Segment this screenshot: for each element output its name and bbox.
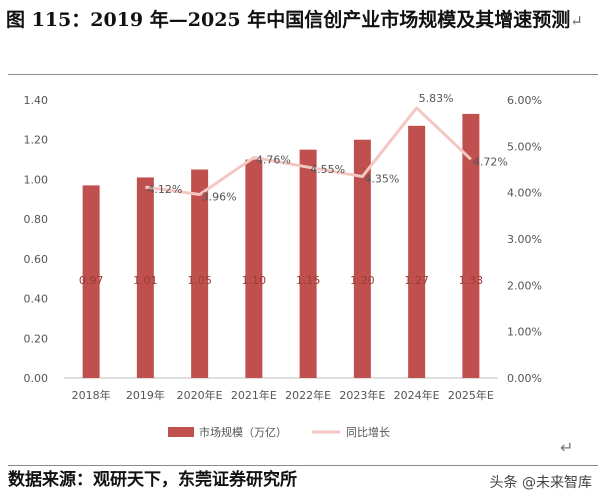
bar-value-label: 1.20: [350, 274, 375, 287]
x-tick-label: 2018年: [72, 388, 111, 402]
y-right-tick-label: 6.00%: [507, 94, 542, 107]
bar: [462, 113, 480, 379]
paragraph-mark-icon: ↵: [560, 438, 574, 457]
y-left-tick-label: 1.00: [24, 173, 49, 186]
data-source: 数据来源：观研天下，东莞证券研究所: [8, 470, 297, 490]
y-right-tick-label: 0.00%: [507, 372, 542, 385]
growth-value-label: 4.12%: [147, 183, 182, 196]
y-right-tick-label: 4.00%: [507, 187, 542, 200]
chart-title: 图 115：2019 年—2025 年中国信创产业市场规模及其增速预测↵: [6, 4, 598, 37]
legend-bar-swatch: [168, 427, 194, 437]
bar: [299, 149, 317, 378]
bar-value-label: 1.05: [187, 274, 212, 287]
bar-value-label: 1.27: [404, 274, 429, 287]
x-tick-label: 2022年E: [285, 388, 331, 402]
x-tick-label: 2025年E: [448, 388, 494, 402]
x-tick-label: 2019年: [126, 388, 165, 402]
growth-line: [145, 106, 472, 196]
y-left-tick-label: 0.80: [24, 213, 49, 226]
bar: [82, 185, 100, 378]
y-left-tick-label: 1.40: [24, 94, 49, 107]
y-right-tick-label: 5.00%: [507, 140, 542, 153]
y-right-tick-label: 2.00%: [507, 279, 542, 292]
bar-value-label: 1.15: [296, 274, 321, 287]
bar: [191, 169, 209, 378]
bar-value-label: 1.01: [133, 274, 158, 287]
y-left-tick-label: 0.40: [24, 293, 49, 306]
growth-value-label: 5.83%: [419, 92, 454, 105]
legend-bar-label: 市场规模（万亿）: [199, 425, 287, 439]
bar-value-label: 1.33: [459, 274, 484, 287]
growth-value-label: 4.76%: [256, 153, 291, 166]
y-left-tick-label: 0.60: [24, 253, 49, 266]
market-size-chart: 0.00 0.20 0.40 0.60 0.80 1.00 1.20 1.40 0.00% 1.0…: [24, 92, 542, 439]
y-right-tick-label: 1.00%: [507, 326, 542, 339]
x-tick-label: 2024年E: [394, 388, 440, 402]
bar: [136, 177, 154, 378]
legend-line-label: 同比增长: [346, 425, 390, 439]
bar: [245, 159, 263, 378]
x-tick-label: 2020年E: [177, 388, 223, 402]
growth-value-label: 4.35%: [364, 172, 399, 185]
growth-value-label: 3.96%: [202, 191, 237, 204]
bar-value-label: 0.97: [79, 274, 104, 287]
y-left-tick-label: 0.00: [24, 372, 49, 385]
bar: [353, 139, 371, 378]
top-rule: [8, 74, 598, 75]
x-tick-label: 2023年E: [339, 388, 385, 402]
y-right-tick-label: 3.00%: [507, 233, 542, 246]
paragraph-mark-icon: ↵: [570, 12, 583, 30]
y-left-tick-label: 1.20: [24, 134, 49, 147]
growth-value-label: 4.55%: [310, 163, 345, 176]
growth-value-label: 4.72%: [473, 155, 508, 168]
bottom-rule: [8, 465, 598, 466]
x-tick-label: 2021年E: [231, 388, 277, 402]
chart-title-text: 图 115：2019 年—2025 年中国信创产业市场规模及其增速预测: [6, 9, 571, 31]
y-left-tick-label: 0.20: [24, 332, 49, 345]
watermark: 头条 @未来智库: [485, 470, 596, 494]
bar: [408, 125, 426, 378]
bar-value-label: 1.10: [242, 274, 267, 287]
